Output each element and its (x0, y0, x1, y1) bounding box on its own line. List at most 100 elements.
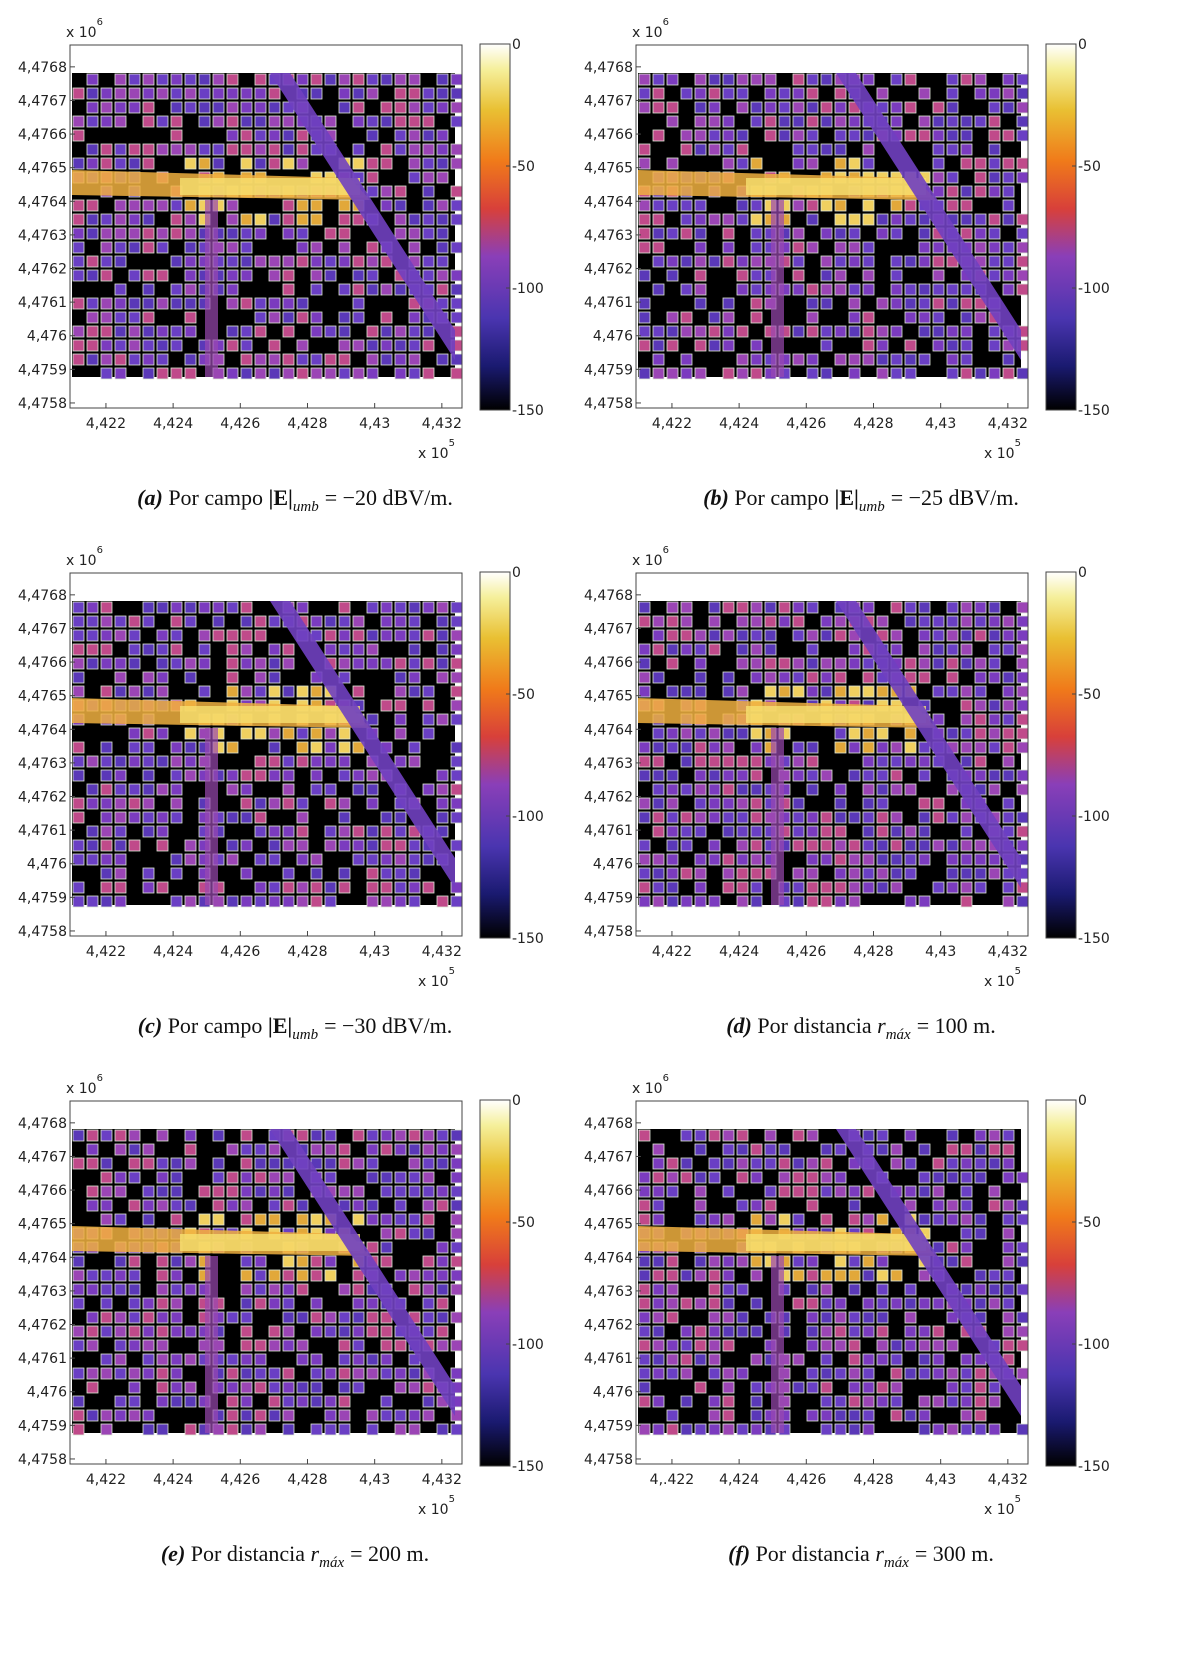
x-multiplier: x 105 (984, 1494, 1021, 1518)
map-block (1017, 1340, 1028, 1351)
map-block (667, 228, 678, 239)
map-block (821, 658, 832, 669)
map-block (101, 1130, 112, 1141)
map-block (709, 616, 720, 627)
colorbar-tick-label: -150 (1078, 1459, 1110, 1475)
map-block (835, 798, 846, 809)
map-block (723, 602, 734, 613)
map-block (1017, 1312, 1028, 1323)
x-tick-label: 4,43 (925, 416, 956, 432)
map-block (765, 630, 776, 641)
map-block (667, 798, 678, 809)
map-block (115, 896, 126, 907)
map-block (681, 1354, 692, 1365)
map-block (255, 672, 266, 683)
map-block (709, 812, 720, 823)
map-block (381, 144, 392, 155)
map-block (367, 1214, 378, 1225)
map-block (437, 354, 448, 365)
map-block (241, 1214, 252, 1225)
caption-symbol: |E| (268, 1013, 292, 1038)
map-block (241, 1298, 252, 1309)
map-block (157, 1130, 168, 1141)
map-block (87, 312, 98, 323)
map-block (961, 658, 972, 669)
map-block (681, 312, 692, 323)
map-block (877, 88, 888, 99)
map-block (171, 1396, 182, 1407)
map-block (395, 1424, 406, 1435)
y-tick-label: 4,4765 (18, 1217, 67, 1233)
map-block (933, 340, 944, 351)
map-block (947, 616, 958, 627)
map-block (877, 1396, 888, 1407)
map-block (989, 172, 1000, 183)
map-block (835, 242, 846, 253)
map-block (1003, 686, 1014, 697)
map-block (751, 826, 762, 837)
y-tick-label: 4,476 (27, 1385, 67, 1401)
map-block (863, 840, 874, 851)
map-block (353, 102, 364, 113)
caption-text: Por campo (168, 485, 263, 510)
map-block (451, 1214, 462, 1225)
map-block (877, 728, 888, 739)
map-block (723, 812, 734, 823)
map-block (653, 1368, 664, 1379)
caption-rest: = −30 dBV/m. (324, 1013, 452, 1038)
map-block (891, 854, 902, 865)
map-block (185, 354, 196, 365)
map-block (807, 1130, 818, 1141)
map-block (821, 1368, 832, 1379)
map-block (947, 1172, 958, 1183)
map-block (115, 354, 126, 365)
map-block (73, 1326, 84, 1337)
map-block (227, 1186, 238, 1197)
map-block (975, 742, 986, 753)
map-block (905, 1298, 916, 1309)
map-block (227, 672, 238, 683)
map-block (283, 228, 294, 239)
map-block (437, 1284, 448, 1295)
map-block (115, 74, 126, 85)
map-block (101, 1186, 112, 1197)
map-block (681, 868, 692, 879)
map-block (947, 686, 958, 697)
x-multiplier-exp: 5 (1015, 966, 1021, 977)
map-block (1003, 1312, 1014, 1323)
map-block (143, 88, 154, 99)
map-block (395, 896, 406, 907)
map-block (877, 854, 888, 865)
map-block (395, 200, 406, 211)
map-block (129, 616, 140, 627)
map-block (989, 368, 1000, 379)
map-block (73, 88, 84, 99)
map-block (793, 1382, 804, 1393)
map-block (353, 74, 364, 85)
map-block (87, 616, 98, 627)
map-block (255, 1354, 266, 1365)
map-block (255, 686, 266, 697)
map-block (877, 298, 888, 309)
x-multiplier-exp: 5 (449, 966, 455, 977)
map-block (863, 74, 874, 85)
map-block (437, 812, 448, 823)
map-block (1003, 630, 1014, 641)
map-block (807, 1172, 818, 1183)
map-block (241, 228, 252, 239)
map-block (143, 158, 154, 169)
caption-text: Por campo (168, 1013, 263, 1038)
map-block (695, 686, 706, 697)
map-block (367, 1312, 378, 1323)
map-block (667, 74, 678, 85)
map-block (423, 270, 434, 281)
map-block (241, 298, 252, 309)
map-block (863, 1214, 874, 1225)
map-block (381, 340, 392, 351)
map-block (157, 116, 168, 127)
map-block (101, 368, 112, 379)
map-block (185, 1130, 196, 1141)
map-block (765, 658, 776, 669)
map-block (283, 1326, 294, 1337)
map-block (241, 644, 252, 655)
